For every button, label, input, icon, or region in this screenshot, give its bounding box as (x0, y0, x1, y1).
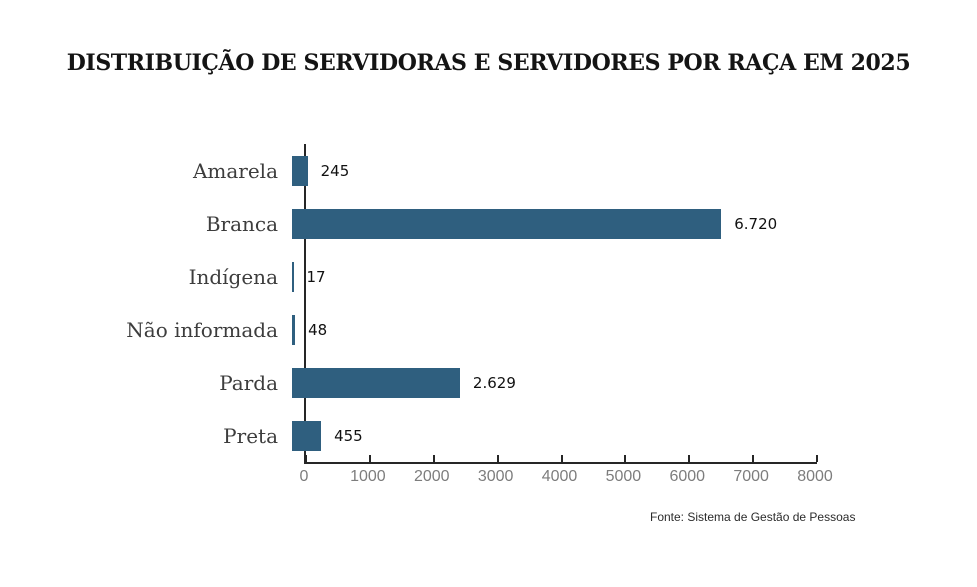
x-tick-label: 2000 (413, 468, 450, 485)
bar-track: 17 (292, 261, 977, 292)
bar-row-nao-informada: Não informada 48 (0, 303, 977, 356)
x-tick-label: 5000 (605, 468, 642, 485)
bar-row-preta: Preta 455 (0, 409, 977, 462)
x-tick-label: 6000 (669, 468, 706, 485)
bar-row-indigena: Indígena 17 (0, 250, 977, 303)
value-label-branca: 6.720 (734, 214, 778, 233)
x-axis-tick (496, 455, 499, 462)
bar-indigena (292, 261, 294, 292)
value-label-preta: 455 (334, 426, 363, 445)
category-label-amarela: Amarela (192, 158, 278, 183)
x-tick-label: 8000 (797, 468, 833, 485)
bar-nao-informada (292, 314, 296, 345)
bar-row-branca: Branca 6.720 (0, 197, 977, 250)
bar-track: 455 (292, 420, 977, 451)
plot-frame (304, 144, 818, 464)
value-label-parda: 2.629 (472, 373, 516, 392)
chart-title: DISTRIBUIÇÃO DE SERVIDORAS E SERVIDORES … (66, 50, 911, 76)
x-axis-tick (752, 455, 755, 462)
x-tick-label: 3000 (477, 468, 514, 485)
x-tick-label: 1000 (350, 468, 386, 485)
category-label-branca: Branca (205, 211, 278, 236)
x-tick-label: 0 (299, 468, 309, 485)
category-label-preta: Preta (223, 423, 278, 448)
category-label-nao-informada: Não informada (126, 317, 278, 342)
bar-preta (292, 420, 322, 451)
bar-row-parda: Parda 2.629 (0, 356, 977, 409)
bar-parda (292, 367, 460, 398)
x-axis-tick (688, 455, 691, 462)
bar-amarela (292, 155, 308, 186)
x-tick-label: 7000 (733, 468, 769, 485)
x-tick-label: 4000 (541, 468, 578, 485)
x-axis-tick (432, 455, 435, 462)
bar-branca (292, 208, 722, 239)
bar-track: 245 (292, 155, 977, 186)
x-axis-tick-labels: 0 1000 2000 3000 4000 5000 6000 7000 800… (300, 468, 833, 488)
value-label-amarela: 245 (320, 161, 350, 180)
source-note: Fonte: Sistema de Gestão de Pessoas (650, 510, 856, 524)
bar-track: 6.720 (292, 208, 977, 239)
bar-track: 48 (292, 314, 977, 345)
x-axis-tick (816, 455, 818, 462)
value-label-indigena: 17 (306, 267, 326, 286)
value-label-nao-informada: 48 (308, 320, 328, 339)
bar-rows: Amarela 245 Branca 6.720 Indígena 17 Não… (0, 144, 977, 462)
x-axis-tick (305, 455, 307, 462)
category-label-parda: Parda (219, 370, 278, 395)
x-axis-tick (560, 455, 563, 462)
x-axis-tick (368, 455, 371, 462)
category-label-indigena: Indígena (188, 264, 278, 289)
bar-row-amarela: Amarela 245 (0, 144, 977, 197)
x-axis-tick (624, 455, 627, 462)
bar-track: 2.629 (292, 367, 977, 398)
